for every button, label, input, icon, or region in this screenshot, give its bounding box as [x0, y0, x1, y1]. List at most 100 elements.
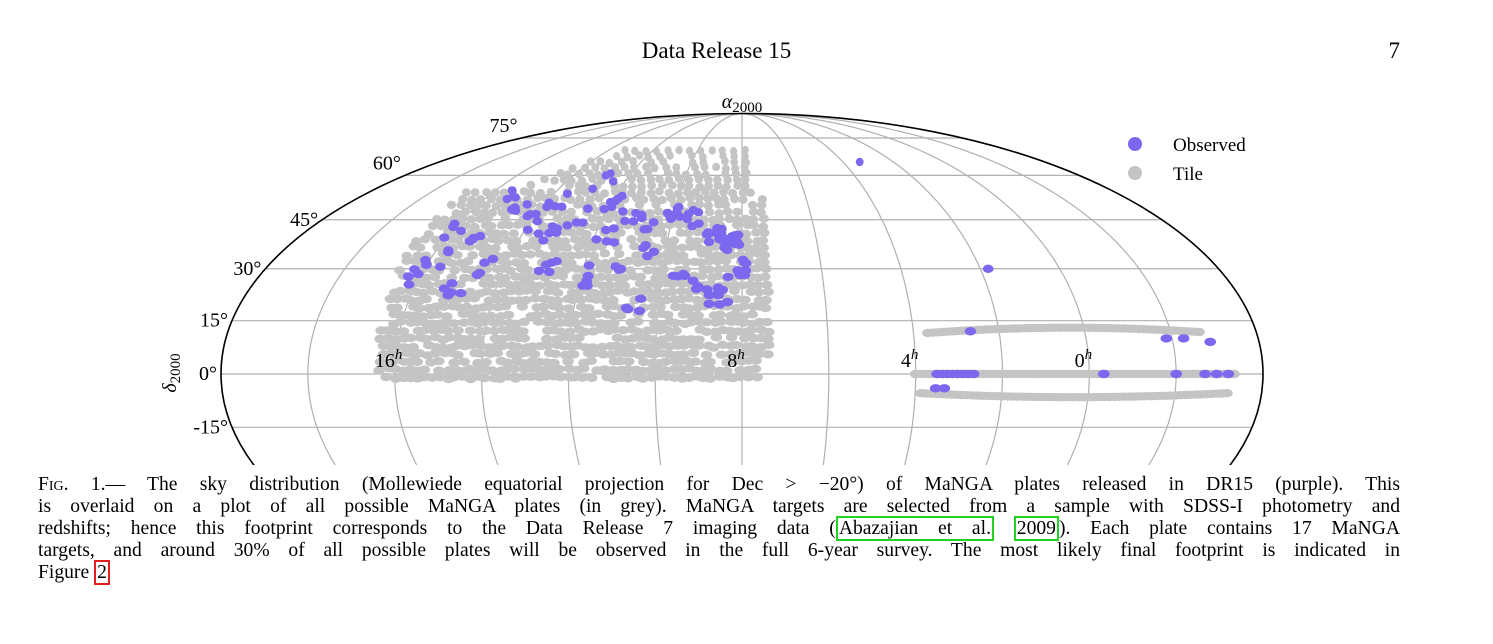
tile-point [394, 266, 405, 275]
tile-point [460, 207, 471, 217]
tile-point [747, 319, 759, 329]
tile-point [637, 286, 649, 296]
tile-point [704, 181, 713, 191]
tile-point [457, 309, 469, 318]
caption-line-2: is overlaid on a plot of all possible Ma… [38, 496, 1400, 517]
tile-point [740, 214, 751, 224]
tile-point [675, 146, 683, 155]
tile-point [491, 264, 503, 274]
tile-point [721, 264, 733, 273]
tile-point [459, 273, 471, 283]
tile-point [432, 215, 442, 224]
tile-point [436, 221, 447, 231]
tile-point [642, 349, 655, 358]
tile-point [469, 348, 482, 358]
tile-point [374, 357, 387, 367]
tile-point [505, 349, 518, 359]
tile-point [526, 180, 536, 190]
tile-point [721, 182, 731, 192]
tile-point [566, 207, 576, 217]
tile-point [585, 373, 598, 382]
observed-point [540, 260, 552, 269]
tile-point [579, 317, 592, 326]
observed-point [648, 218, 659, 227]
tile-point [479, 208, 490, 217]
tile-point [638, 357, 650, 367]
tile-point [757, 195, 768, 204]
tile-point [552, 288, 564, 297]
tile-point [701, 170, 710, 179]
tile-point [572, 243, 584, 252]
tile-point [503, 318, 516, 328]
caption-line-1: Fig. 1.— The sky distribution (Mollewied… [38, 474, 1400, 495]
tile-point [566, 288, 579, 297]
tile-point [670, 302, 682, 312]
tile-point [423, 341, 435, 350]
observed-point [703, 237, 715, 247]
tile-point [407, 342, 420, 352]
tile-point [615, 365, 628, 375]
tile-point [680, 257, 692, 267]
tile-point [478, 249, 490, 259]
tile-point [657, 335, 669, 344]
tile-point [449, 266, 461, 275]
tile-point [664, 146, 672, 155]
tile-point [635, 341, 647, 350]
observed-point [620, 216, 630, 226]
tile-point [596, 342, 608, 352]
observed-point [487, 254, 499, 264]
tile-point [695, 182, 705, 192]
tile-point [556, 169, 565, 178]
tile-point [486, 194, 496, 204]
tile-point [543, 348, 556, 358]
observed-point [672, 272, 684, 281]
observed-point [1222, 369, 1235, 379]
tile-point [568, 164, 577, 173]
tile-point [534, 249, 545, 258]
tile-point [573, 250, 585, 260]
tile-point [753, 296, 765, 305]
tile-point [510, 258, 522, 267]
tile-point [575, 228, 586, 237]
tile-point [488, 318, 500, 327]
tile-point [762, 350, 774, 359]
observed-point [733, 240, 745, 249]
dec-tick-label: 60° [373, 152, 401, 174]
tile-point [686, 311, 698, 320]
observed-point [1199, 369, 1211, 379]
running-title: Data Release 15 [641, 38, 792, 63]
tile-point [725, 333, 738, 342]
tile-point [558, 251, 570, 260]
observed-point [533, 229, 544, 238]
tile-point [741, 152, 749, 161]
tile-point [497, 208, 507, 217]
meridian-line [741, 112, 1177, 465]
observed-point [533, 266, 545, 276]
tile-point [725, 311, 737, 320]
legend: Observed Tile [1128, 135, 1246, 185]
citation-author-link[interactable]: Abazajian et al. [835, 516, 994, 541]
figure-2-link[interactable]: 2 [94, 560, 110, 585]
observed-point [617, 191, 627, 201]
ra-tick-label: 16h [375, 347, 403, 372]
figure-caption: Fig. 1.— The sky distribution (Mollewied… [38, 474, 1400, 585]
tile-point [704, 207, 715, 217]
tile-point [624, 266, 636, 275]
observed-point [403, 280, 415, 289]
observed-point [716, 224, 727, 234]
tile-point [597, 350, 610, 359]
tile-point [672, 169, 681, 178]
observed-point [682, 214, 692, 224]
tile-point [591, 163, 600, 172]
observed-point [601, 237, 612, 246]
tile-point [397, 327, 410, 336]
tile-point [443, 366, 456, 375]
observed-point [601, 225, 611, 235]
tile-point [495, 312, 507, 321]
tile-point [496, 221, 507, 230]
tile-point [412, 326, 424, 335]
tile-point [753, 257, 765, 267]
citation-year-link[interactable]: 2009 [1013, 516, 1059, 541]
tile-point [622, 288, 634, 297]
tile-point [639, 195, 649, 204]
